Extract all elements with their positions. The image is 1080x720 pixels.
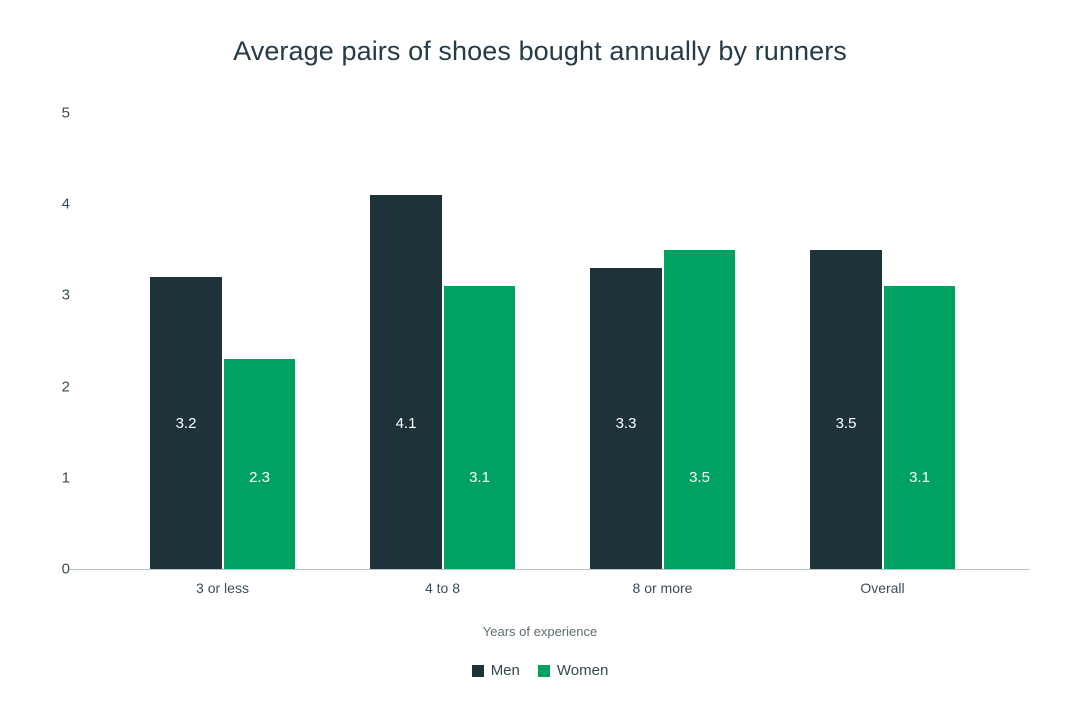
bar-women-3[interactable]: 3.1 — [884, 286, 955, 569]
legend-item-men[interactable]: Men — [471, 662, 520, 679]
x-axis-line — [70, 569, 1030, 570]
bar-group: 3.2 2.3 — [150, 113, 295, 569]
x-axis-tick-label: 3 or less — [196, 580, 249, 596]
chart-legend: Men Women — [0, 663, 1080, 678]
bar-men-0[interactable]: 3.2 — [150, 277, 222, 569]
y-axis-tick-label: 0 — [61, 560, 70, 578]
bar-group: 3.3 3.5 — [590, 113, 735, 569]
bar-group: 3.5 3.1 — [810, 113, 955, 569]
bar-men-1[interactable]: 4.1 — [370, 195, 442, 569]
plot-area: 3.2 2.3 4.1 3.1 3.3 3.5 3.5 3.1 — [70, 113, 1030, 569]
legend-item-women[interactable]: Women — [537, 662, 609, 679]
bar-value-label: 4.1 — [395, 415, 417, 432]
x-axis-title: Years of experience — [482, 624, 598, 639]
x-axis-tick-label: Overall — [860, 580, 905, 596]
x-axis-tick-label: 4 to 8 — [424, 580, 461, 596]
y-axis-tick-label: 5 — [61, 104, 70, 122]
bar-men-3[interactable]: 3.5 — [810, 249, 882, 569]
bar-value-label: 3.1 — [469, 469, 490, 486]
bar-group: 4.1 3.1 — [370, 113, 515, 569]
y-axis-tick-label: 1 — [61, 469, 70, 487]
bar-value-label: 3.5 — [689, 469, 710, 486]
x-axis-tick-label: 8 or more — [632, 580, 693, 596]
legend-swatch-icon — [537, 664, 550, 677]
y-axis-tick-label: 3 — [61, 286, 70, 304]
chart-title: Average pairs of shoes bought annually b… — [233, 36, 847, 66]
bar-value-label: 3.5 — [835, 415, 857, 432]
bar-value-label: 3.2 — [175, 415, 197, 432]
legend-label: Men — [490, 662, 520, 679]
y-axis-tick-label: 4 — [61, 195, 70, 213]
bar-men-2[interactable]: 3.3 — [590, 268, 662, 569]
bar-value-label: 3.1 — [909, 469, 930, 486]
y-axis-tick-label: 2 — [61, 378, 70, 396]
bar-women-2[interactable]: 3.5 — [664, 249, 735, 569]
bar-women-1[interactable]: 3.1 — [444, 286, 515, 569]
legend-label: Women — [556, 662, 609, 679]
bar-women-0[interactable]: 2.3 — [224, 359, 295, 569]
legend-swatch-icon — [471, 664, 484, 677]
bar-value-label: 2.3 — [249, 469, 270, 486]
bar-value-label: 3.3 — [615, 415, 637, 432]
